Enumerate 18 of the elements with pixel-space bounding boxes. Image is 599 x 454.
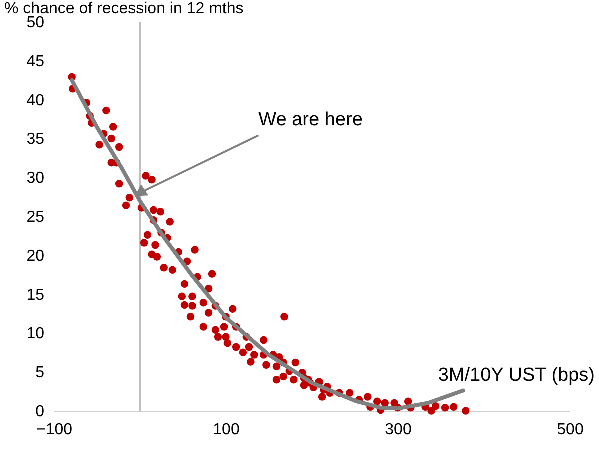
y-tick-label: 5 [36,364,45,382]
y-tick-label: 10 [26,326,45,343]
y-tick-label: 45 [26,53,45,70]
y-tick-label: 25 [26,209,45,226]
y-tick-label: 30 [26,170,45,188]
x-tick-label: −100 [36,422,73,438]
y-tick-label: 15 [26,286,45,304]
y-tick-label: 40 [26,92,45,110]
x-tick-label: 300 [385,422,412,438]
y-tick-label: 35 [26,131,45,148]
y-tick-label: 50 [26,14,45,32]
x-tick-label: 100 [213,422,240,438]
x-axis-title: 3M/10Y UST (bps) [438,365,595,386]
x-tick-label: 500 [557,422,584,438]
y-axis-title: % chance of recession in 12 mths [4,0,244,18]
annotation: We are here [258,110,363,131]
y-tick-label: 0 [36,404,45,420]
y-tick-label: 20 [26,248,45,265]
